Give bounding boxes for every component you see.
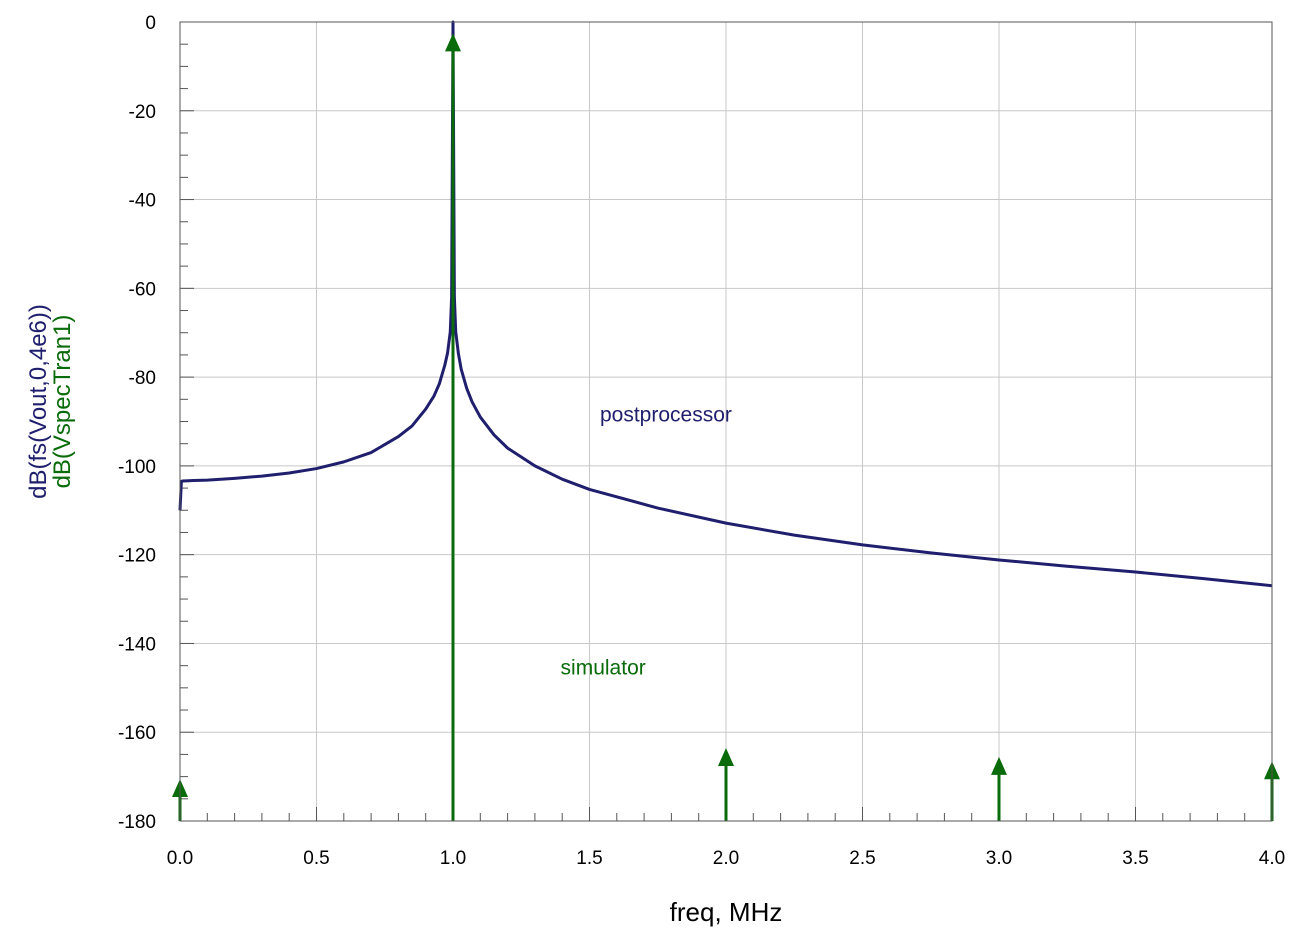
y-axis-label: dB(VspecTran1) [49, 315, 76, 489]
x-tick-label: 1.0 [440, 848, 466, 869]
y-tick-label: -20 [129, 102, 156, 123]
y-tick-label: -40 [129, 191, 156, 212]
x-tick-label: 2.5 [849, 848, 875, 869]
annotation-simulator: simulator [561, 657, 646, 680]
x-axis-label: freq, MHz [670, 897, 783, 927]
y-tick-labels: 0 -20 -40 -60 -80 -100 -120 -140 -160 -180 [118, 13, 156, 833]
series-layer [172, 20, 1280, 821]
y-tick-label: -180 [118, 812, 156, 833]
x-tick-label: 1.5 [576, 848, 602, 869]
y-tick-label: -160 [118, 723, 156, 744]
x-tick-labels: 0.0 0.5 1.0 1.5 2.0 2.5 3.0 3.5 4.0 [167, 848, 1285, 869]
x-tick-label: 4.0 [1259, 848, 1285, 869]
x-tick-label: 0.5 [303, 848, 329, 869]
y-tick-label: -140 [118, 634, 156, 655]
x-tick-label: 3.5 [1122, 848, 1148, 869]
x-tick-label: 0.0 [167, 848, 193, 869]
annotations: postprocessor simulator [561, 404, 732, 680]
y-tick-label: -120 [118, 546, 156, 567]
annotation-postprocessor: postprocessor [600, 404, 732, 427]
grid-lines [179, 21, 1273, 822]
y-tick-label: -60 [129, 279, 156, 300]
y-tick-label: 0 [145, 13, 156, 34]
stem-arrowhead-simulator [445, 33, 461, 52]
plot-frame [179, 21, 1273, 822]
y-tick-label: -100 [118, 457, 156, 478]
y-axis-labels: dB(fs(Vout,0,4e6))dB(VspecTran1) [25, 304, 76, 499]
x-tick-label: 3.0 [986, 848, 1012, 869]
y-axis-label: dB(fs(Vout,0,4e6)) [25, 304, 52, 499]
x-tick-label: 2.0 [713, 848, 739, 869]
y-tick-label: -80 [129, 368, 156, 389]
stem-arrowhead-simulator [718, 747, 734, 766]
stem-arrowhead-simulator [991, 756, 1007, 775]
